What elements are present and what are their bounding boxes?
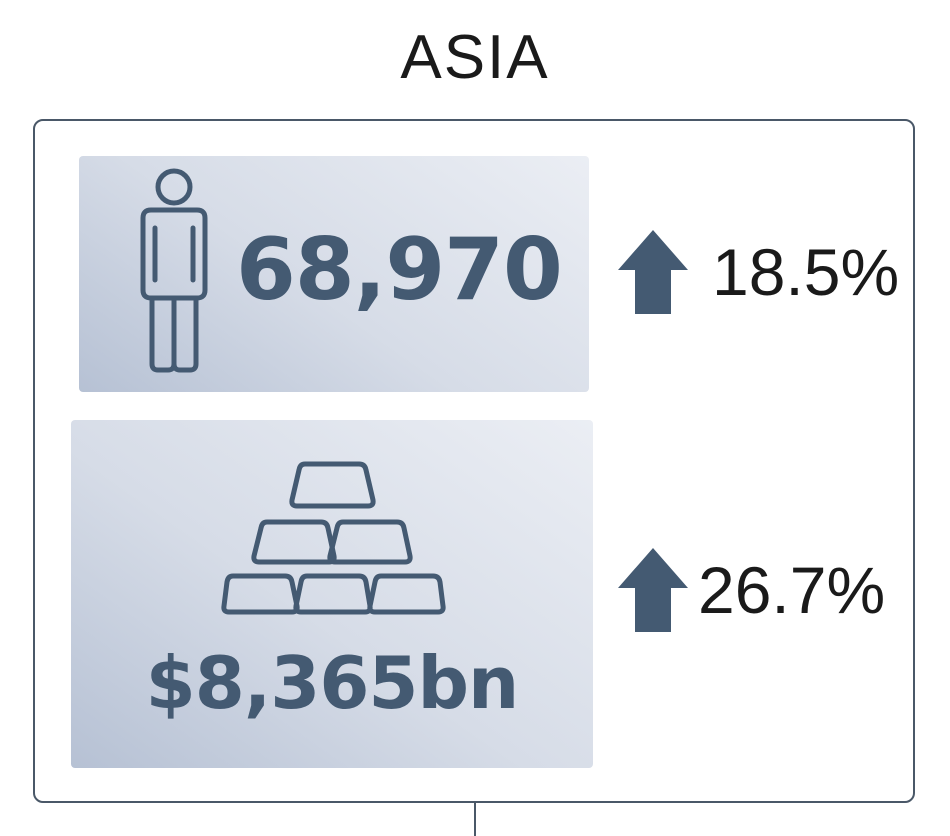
gdp-card: $8,365bn — [71, 420, 593, 768]
population-change-value: 18.5% — [712, 235, 900, 309]
region-title: ASIA — [400, 23, 550, 92]
gdp-change: 26.7% — [618, 548, 885, 632]
person-icon — [140, 168, 208, 373]
arrow-up-icon — [618, 548, 688, 632]
population-card: 68,970 — [79, 156, 589, 392]
population-change: 18.5% — [618, 230, 899, 314]
region-panel — [33, 119, 915, 803]
gold-bars-icon — [221, 461, 446, 615]
connector-line — [474, 803, 476, 836]
gdp-change-value: 26.7% — [698, 553, 886, 627]
arrow-up-icon — [618, 230, 688, 314]
population-value: 68,970 — [236, 220, 563, 320]
gdp-value: $8,365bn — [145, 641, 520, 725]
